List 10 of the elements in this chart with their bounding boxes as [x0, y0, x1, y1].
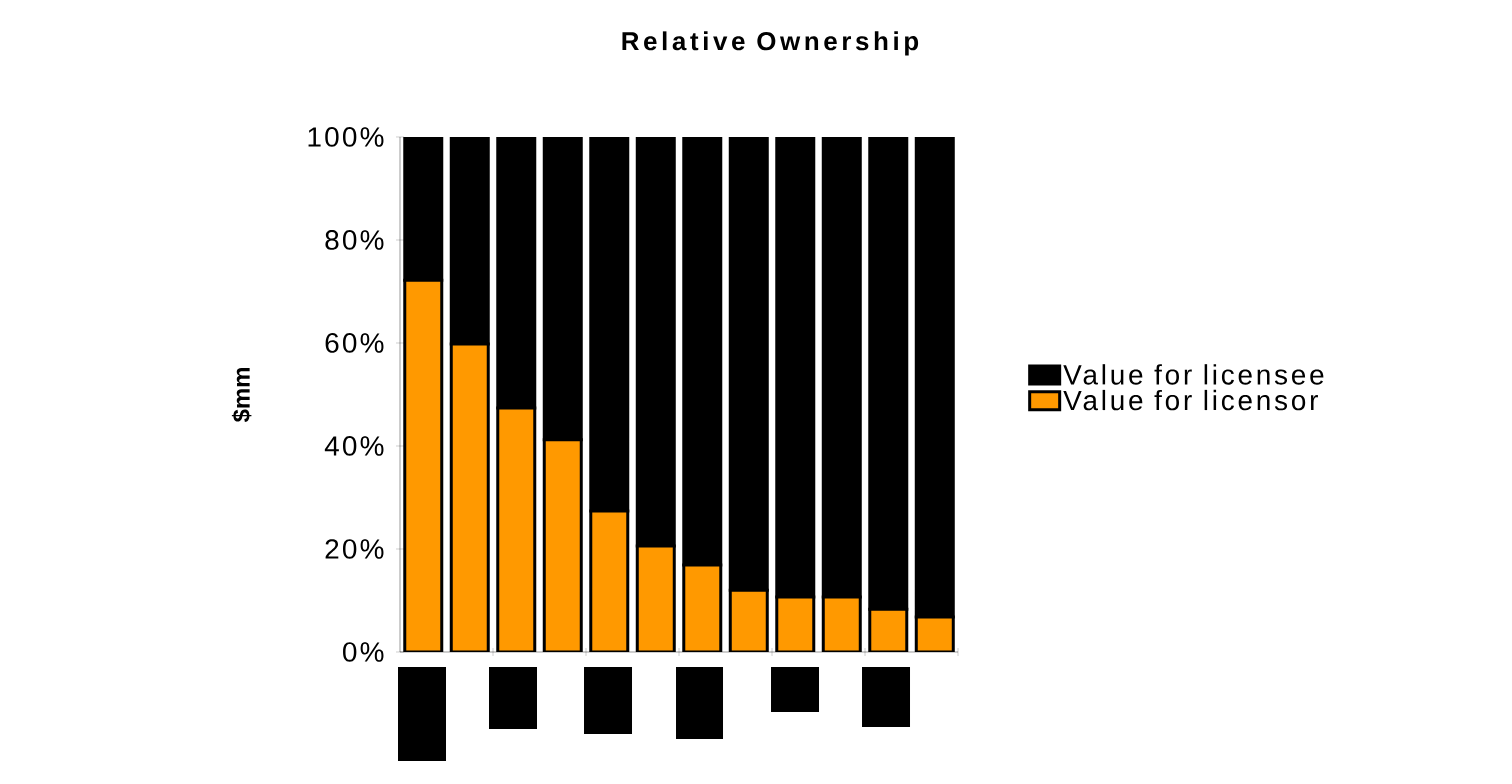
y-tick-label: 0%: [343, 642, 384, 662]
legend-label: Value for licensor: [1063, 389, 1318, 411]
y-tick-label: 100%: [308, 127, 384, 147]
y-tick-label: 80%: [325, 230, 384, 250]
y-tick-label: 60%: [325, 333, 384, 353]
y-tick-label: 20%: [325, 539, 384, 559]
legend-label: Value for licensee: [1063, 364, 1324, 385]
y-tick-label: 40%: [324, 436, 384, 456]
y-axis-title: $mm: [231, 368, 252, 423]
chart-title: Relative Ownership: [622, 31, 919, 56]
